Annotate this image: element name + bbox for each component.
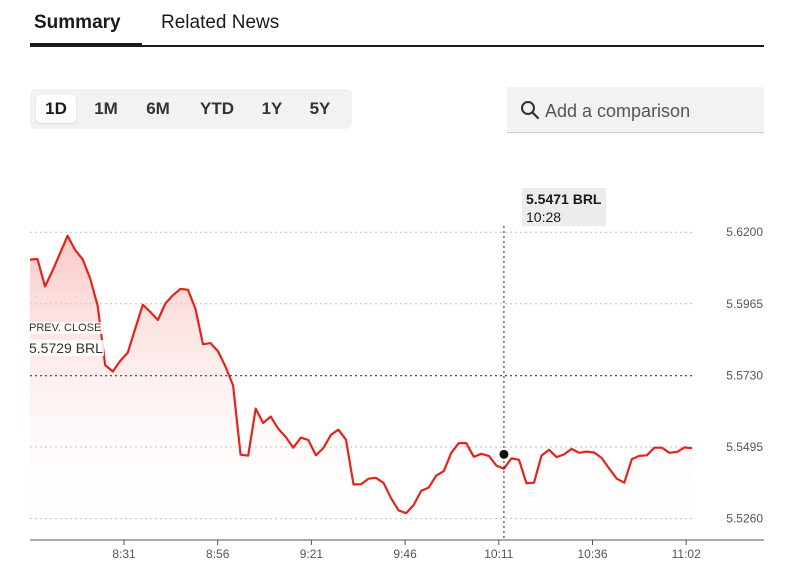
- tab-related-news[interactable]: Related News: [161, 12, 280, 33]
- y-tick-label: 5.5260: [726, 512, 763, 526]
- x-tick-label: 8:31: [112, 547, 136, 561]
- range-1m-button[interactable]: 1M: [94, 99, 118, 118]
- x-tick-label: 9:21: [300, 547, 324, 561]
- comparison-placeholder: Add a comparison: [545, 101, 691, 121]
- prev-close-label: PREV. CLOSE: [28, 322, 103, 334]
- crosshair-point: [499, 449, 509, 459]
- tooltip-price: 5.5471 BRL: [526, 191, 602, 207]
- x-tick-label: 9:46: [393, 547, 417, 561]
- add-comparison-input[interactable]: Add a comparison: [507, 87, 764, 133]
- y-tick-label: 5.5965: [726, 297, 763, 311]
- range-ytd-button[interactable]: YTD: [200, 99, 234, 118]
- x-axis-ticks: 8:31 8:56 9:21 9:46 10:11 10:36 11:02: [112, 540, 701, 561]
- range-5y-button[interactable]: 5Y: [309, 99, 331, 118]
- tab-summary[interactable]: Summary: [34, 12, 121, 33]
- range-selector: 1D 1M 6M YTD 1Y 5Y: [30, 89, 352, 129]
- y-tick-label: 5.5730: [726, 368, 763, 382]
- range-6m-button[interactable]: 6M: [146, 99, 170, 118]
- y-tick-label: 5.5495: [726, 440, 763, 454]
- tooltip-time: 10:28: [526, 209, 562, 225]
- x-tick-label: 11:02: [672, 547, 701, 561]
- prev-close-value: 5.5729 BRL: [28, 340, 104, 356]
- y-axis-ticks: 5.6200 5.5965 5.5730 5.5495 5.5260: [726, 225, 763, 525]
- x-tick-label: 8:56: [206, 547, 230, 561]
- x-tick-label: 10:11: [484, 547, 513, 561]
- price-tooltip: 5.5471 BRL 10:28: [522, 188, 606, 226]
- y-tick-label: 5.6200: [726, 225, 763, 239]
- active-tab-indicator: [30, 43, 142, 47]
- range-1d-button[interactable]: 1D: [36, 95, 76, 123]
- price-area-fill: [30, 235, 692, 541]
- x-tick-label: 10:36: [577, 547, 607, 561]
- price-line: [29, 234, 693, 515]
- tab-bar: [30, 0, 764, 47]
- search-icon: [521, 101, 540, 120]
- range-1y-button[interactable]: 1Y: [261, 99, 283, 118]
